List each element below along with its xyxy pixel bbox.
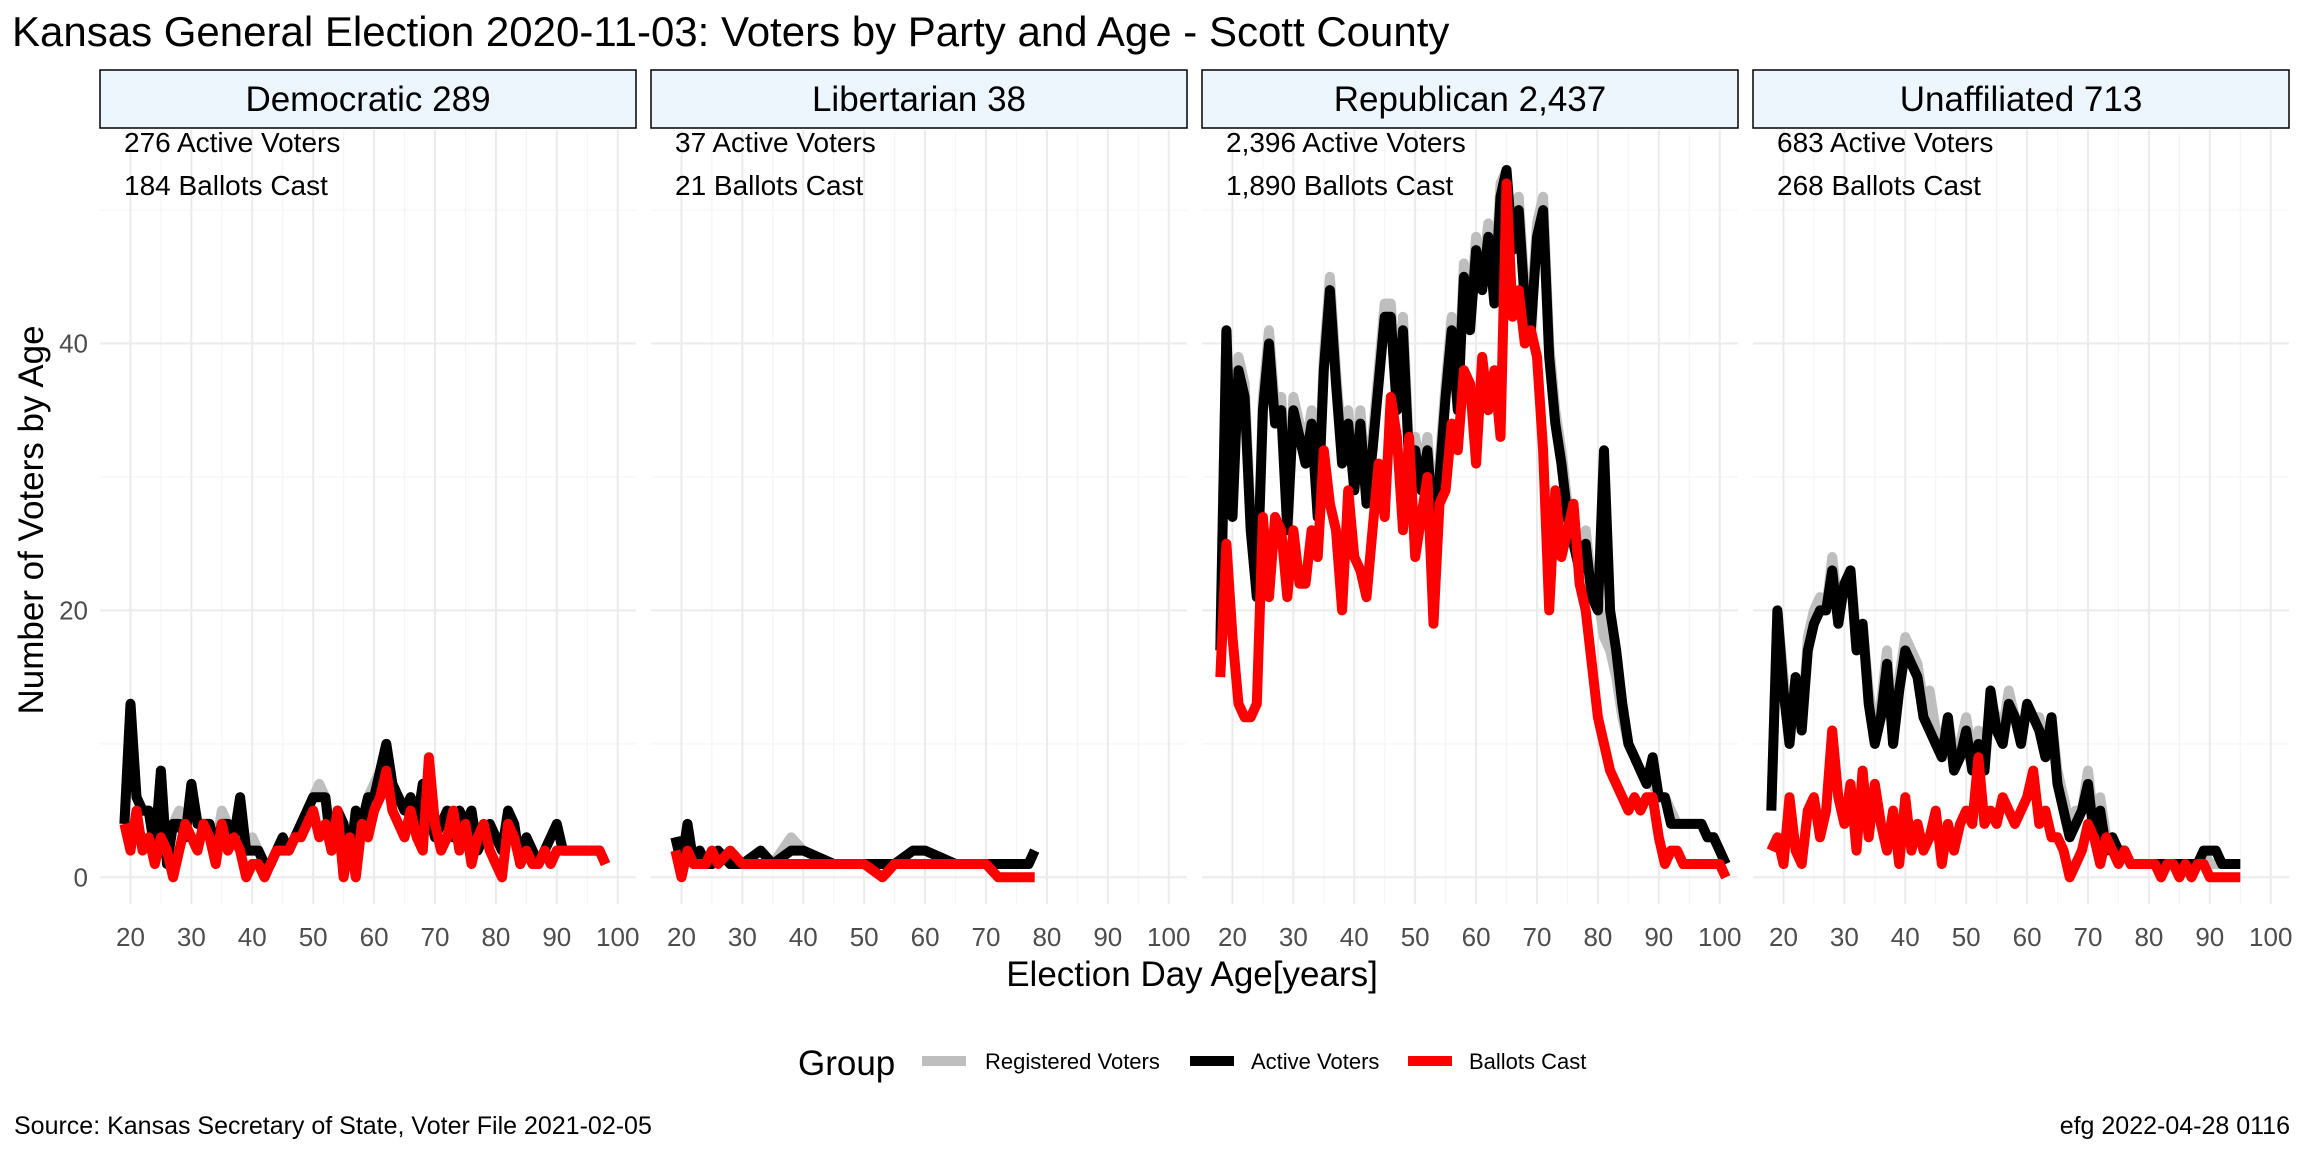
x-tick-label: 40 <box>1891 922 1920 952</box>
y-tick-label: 20 <box>59 595 88 625</box>
series-line-ballots-cast <box>1766 725 2241 883</box>
facet-strip <box>650 69 1188 129</box>
legend: Group Registered Voters Active Voters Ball… <box>798 1044 1586 1083</box>
x-tick-label: 20 <box>1218 922 1247 952</box>
panel-annotation: 184 Ballots Cast <box>124 170 328 201</box>
x-tick-label: 40 <box>1340 922 1369 952</box>
x-tick-label: 30 <box>728 922 757 952</box>
facet-panels: Democratic 289 276 Active Voters 184 Ballo… <box>59 69 2292 952</box>
x-tick-label: 30 <box>1830 922 1859 952</box>
x-tick-label: 20 <box>116 922 145 952</box>
facet-strip-label: Libertarian 38 <box>812 80 1026 119</box>
facet-panel: Libertarian 38 37 Active Voters 21 Ballots… <box>650 69 1190 952</box>
x-tick-label: 100 <box>1698 922 1741 952</box>
x-tick-label: 50 <box>1952 922 1981 952</box>
x-tick-label: 70 <box>972 922 1001 952</box>
x-tick-label: 40 <box>789 922 818 952</box>
legend-title: Group <box>798 1044 895 1083</box>
timestamp-caption: efg 2022-04-28 0116 <box>2060 1112 2290 1140</box>
x-tick-label: 50 <box>850 922 879 952</box>
x-tick-label: 60 <box>360 922 389 952</box>
x-tick-label: 50 <box>1401 922 1430 952</box>
x-tick-label: 40 <box>238 922 267 952</box>
x-tick-label: 30 <box>177 922 206 952</box>
legend-item: Active Voters <box>1190 1049 1379 1074</box>
x-tick-label: 70 <box>1523 922 1552 952</box>
facet-strip-label: Unaffiliated 713 <box>1900 80 2143 119</box>
x-tick-label: 80 <box>1032 922 1061 952</box>
panel-annotation: 1,890 Ballots Cast <box>1226 170 1453 201</box>
facet-strip <box>1201 69 1739 129</box>
legend-label: Registered Voters <box>985 1049 1160 1074</box>
x-tick-label: 100 <box>596 922 639 952</box>
x-tick-label: 30 <box>1279 922 1308 952</box>
x-axis-title: Election Day Age[years] <box>1006 955 1378 994</box>
x-tick-label: 90 <box>1644 922 1673 952</box>
panel-annotation: 268 Ballots Cast <box>1777 170 1981 201</box>
panel-annotation: 683 Active Voters <box>1777 127 1993 158</box>
facet-strip-label: Republican 2,437 <box>1334 80 1606 119</box>
x-tick-label: 60 <box>1462 922 1491 952</box>
x-tick-label: 50 <box>299 922 328 952</box>
series-line-ballots-cast <box>119 752 611 883</box>
source-caption: Source: Kansas Secretary of State, Voter… <box>14 1112 652 1140</box>
panel-annotation: 2,396 Active Voters <box>1226 127 1466 158</box>
facet-strip-label: Democratic 289 <box>245 80 490 119</box>
series-line-ballots-cast <box>670 845 1035 883</box>
facet-panel: Republican 2,437 2,396 Active Voters 1,890… <box>1201 69 1741 952</box>
x-tick-label: 70 <box>2074 922 2103 952</box>
x-tick-label: 60 <box>2013 922 2042 952</box>
y-axis-title: Number of Voters by Age <box>12 325 51 714</box>
x-tick-label: 100 <box>1147 922 1190 952</box>
y-tick-label: 40 <box>59 329 88 359</box>
legend-label: Active Voters <box>1251 1049 1379 1074</box>
x-tick-label: 100 <box>2249 922 2292 952</box>
facet-panel: Democratic 289 276 Active Voters 184 Ballo… <box>59 69 639 952</box>
y-tick-label: 0 <box>74 862 88 892</box>
x-tick-label: 20 <box>667 922 696 952</box>
x-tick-label: 20 <box>1769 922 1798 952</box>
x-tick-label: 90 <box>542 922 571 952</box>
series-line-active-voters <box>1215 165 1731 867</box>
x-tick-label: 80 <box>2134 922 2163 952</box>
x-tick-label: 90 <box>2195 922 2224 952</box>
x-tick-label: 70 <box>421 922 450 952</box>
series-line-ballots-cast <box>1215 178 1731 880</box>
x-tick-label: 80 <box>481 922 510 952</box>
panel-annotation: 276 Active Voters <box>124 127 340 158</box>
legend-label: Ballots Cast <box>1469 1049 1586 1074</box>
panel-annotation: 37 Active Voters <box>675 127 876 158</box>
x-tick-label: 90 <box>1093 922 1122 952</box>
facet-panel: Unaffiliated 713 683 Active Voters 268 Bal… <box>1752 69 2292 952</box>
panel-annotation: 21 Ballots Cast <box>675 170 864 201</box>
chart-title: Kansas General Election 2020-11-03: Vote… <box>12 8 1449 55</box>
legend-item: Registered Voters <box>922 1049 1160 1074</box>
facet-strip <box>99 69 637 129</box>
facet-strip <box>1752 69 2290 129</box>
x-tick-label: 60 <box>911 922 940 952</box>
x-tick-label: 80 <box>1583 922 1612 952</box>
legend-item: Ballots Cast <box>1408 1049 1586 1074</box>
